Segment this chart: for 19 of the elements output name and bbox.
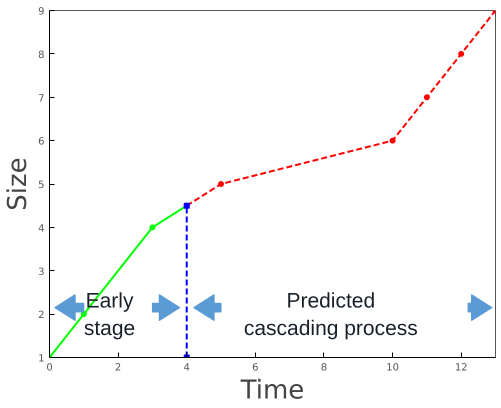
x-tick-label: 12 bbox=[454, 362, 468, 374]
x-tick-label: 10 bbox=[386, 362, 399, 374]
x-tick-label: 2 bbox=[114, 362, 122, 374]
y-tick-label: 3 bbox=[38, 266, 45, 278]
y-tick-label: 4 bbox=[38, 223, 45, 234]
y-tick-label: 5 bbox=[38, 180, 45, 191]
x-tick-label: 0 bbox=[46, 362, 53, 374]
x-tick-label: 8 bbox=[320, 362, 328, 374]
y-tick-label: 1 bbox=[38, 354, 45, 364]
y-axis-title: Size bbox=[3, 157, 34, 211]
y-tick-label: 2 bbox=[38, 310, 45, 322]
x-tick-label: 6 bbox=[252, 362, 259, 374]
y-tick-label: 8 bbox=[38, 50, 45, 61]
y-tick-label: 7 bbox=[38, 93, 45, 104]
y-tick-label: 6 bbox=[38, 136, 45, 148]
annotation: Predicted cascading process bbox=[244, 290, 418, 340]
x-tick-label: 4 bbox=[184, 362, 190, 374]
x-axis-title: Time bbox=[240, 376, 304, 406]
y-tick-label: 9 bbox=[38, 6, 45, 18]
